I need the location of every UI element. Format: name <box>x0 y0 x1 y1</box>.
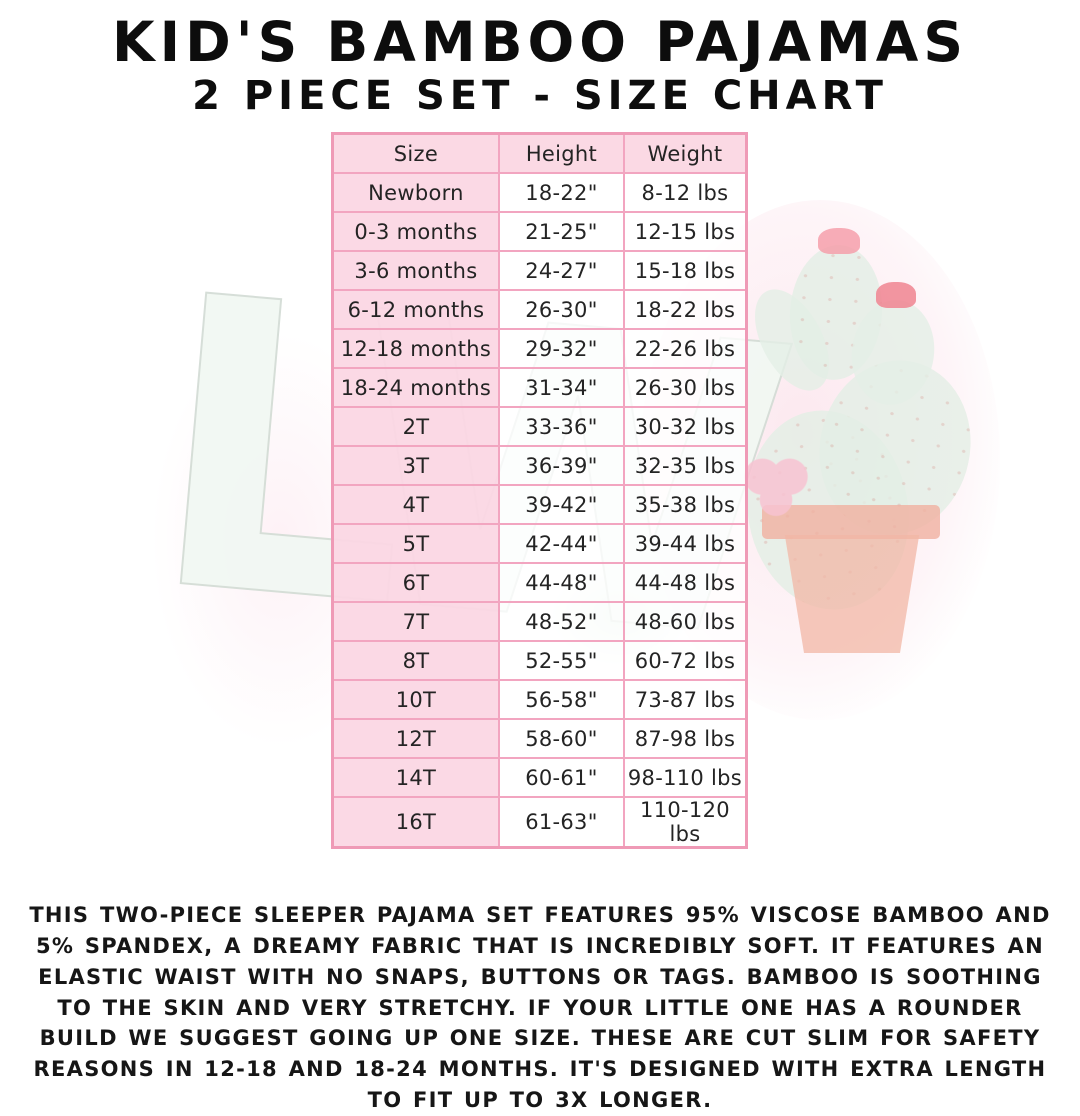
cactus-pot-icon <box>784 535 920 653</box>
weight-cell: 87-98 lbs <box>622 718 748 759</box>
size-cell: 14T <box>331 757 500 798</box>
weight-cell: 110-120 lbs <box>622 796 748 849</box>
weight-cell: 60-72 lbs <box>622 640 748 681</box>
table-row: 18-24 months 31-34" 26-30 lbs <box>331 367 748 408</box>
weight-cell: 8-12 lbs <box>622 172 748 213</box>
size-chart-graphic: LW KID'S BAMBOO PAJAMAS 2 PIECE SET - SI… <box>29 10 1049 1112</box>
size-cell: 7T <box>331 601 500 642</box>
weight-cell: 32-35 lbs <box>622 445 748 486</box>
height-cell: 33-36" <box>497 406 625 447</box>
page-title: KID'S BAMBOO PAJAMAS <box>112 10 968 74</box>
size-cell: 0-3 months <box>331 211 500 252</box>
weight-cell: 44-48 lbs <box>622 562 748 603</box>
cactus-flower-icon <box>818 228 860 254</box>
pink-flower-icon <box>742 455 810 517</box>
size-chart-table: Size Height Weight Newborn 18-22" 8-12 l… <box>331 132 748 849</box>
height-cell: 61-63" <box>497 796 625 849</box>
weight-cell: 39-44 lbs <box>622 523 748 564</box>
column-header-weight: Weight <box>622 132 748 174</box>
table-row: 3T 36-39" 32-35 lbs <box>331 445 748 486</box>
height-cell: 24-27" <box>497 250 625 291</box>
table-row: 2T 33-36" 30-32 lbs <box>331 406 748 447</box>
size-cell: 18-24 months <box>331 367 500 408</box>
cactus-flower-icon <box>876 282 916 308</box>
table-row: 7T 48-52" 48-60 lbs <box>331 601 748 642</box>
size-cell: 4T <box>331 484 500 525</box>
table-row: 3-6 months 24-27" 15-18 lbs <box>331 250 748 291</box>
weight-cell: 35-38 lbs <box>622 484 748 525</box>
size-cell: 12T <box>331 718 500 759</box>
table-row: 6T 44-48" 44-48 lbs <box>331 562 748 603</box>
weight-cell: 73-87 lbs <box>622 679 748 720</box>
table-row: 8T 52-55" 60-72 lbs <box>331 640 748 681</box>
column-header-height: Height <box>497 132 625 174</box>
height-cell: 60-61" <box>497 757 625 798</box>
table-row: 14T 60-61" 98-110 lbs <box>331 757 748 798</box>
size-cell: 6-12 months <box>331 289 500 330</box>
table-row: 10T 56-58" 73-87 lbs <box>331 679 748 720</box>
weight-cell: 12-15 lbs <box>622 211 748 252</box>
height-cell: 52-55" <box>497 640 625 681</box>
height-cell: 26-30" <box>497 289 625 330</box>
size-cell: 5T <box>331 523 500 564</box>
height-cell: 42-44" <box>497 523 625 564</box>
size-cell: 6T <box>331 562 500 603</box>
height-cell: 39-42" <box>497 484 625 525</box>
table-row: Newborn 18-22" 8-12 lbs <box>331 172 748 213</box>
size-cell: 8T <box>331 640 500 681</box>
size-cell: 3-6 months <box>331 250 500 291</box>
height-cell: 44-48" <box>497 562 625 603</box>
size-cell: 3T <box>331 445 500 486</box>
page-subtitle: 2 PIECE SET - SIZE CHART <box>192 73 888 119</box>
height-cell: 58-60" <box>497 718 625 759</box>
height-cell: 56-58" <box>497 679 625 720</box>
product-description: THIS TWO-PIECE SLEEPER PAJAMA SET FEATUR… <box>29 903 1051 1113</box>
height-cell: 21-25" <box>497 211 625 252</box>
weight-cell: 18-22 lbs <box>622 289 748 330</box>
size-cell: 12-18 months <box>331 328 500 369</box>
table-row: 6-12 months 26-30" 18-22 lbs <box>331 289 748 330</box>
size-table-body: Newborn 18-22" 8-12 lbs 0-3 months 21-25… <box>331 172 748 849</box>
table-row: 12T 58-60" 87-98 lbs <box>331 718 748 759</box>
size-cell: 2T <box>331 406 500 447</box>
header-row: Size Height Weight <box>331 132 748 174</box>
size-cell: 16T <box>331 796 500 849</box>
height-cell: 31-34" <box>497 367 625 408</box>
height-cell: 36-39" <box>497 445 625 486</box>
height-cell: 18-22" <box>497 172 625 213</box>
table-row: 12-18 months 29-32" 22-26 lbs <box>331 328 748 369</box>
table-row: 5T 42-44" 39-44 lbs <box>331 523 748 564</box>
weight-cell: 30-32 lbs <box>622 406 748 447</box>
column-header-size: Size <box>331 132 500 174</box>
height-cell: 29-32" <box>497 328 625 369</box>
weight-cell: 98-110 lbs <box>622 757 748 798</box>
weight-cell: 48-60 lbs <box>622 601 748 642</box>
table-row: 4T 39-42" 35-38 lbs <box>331 484 748 525</box>
table-row: 0-3 months 21-25" 12-15 lbs <box>331 211 748 252</box>
weight-cell: 15-18 lbs <box>622 250 748 291</box>
weight-cell: 26-30 lbs <box>622 367 748 408</box>
size-cell: Newborn <box>331 172 500 213</box>
weight-cell: 22-26 lbs <box>622 328 748 369</box>
size-cell: 10T <box>331 679 500 720</box>
height-cell: 48-52" <box>497 601 625 642</box>
table-row: 16T 61-63" 110-120 lbs <box>331 796 748 849</box>
